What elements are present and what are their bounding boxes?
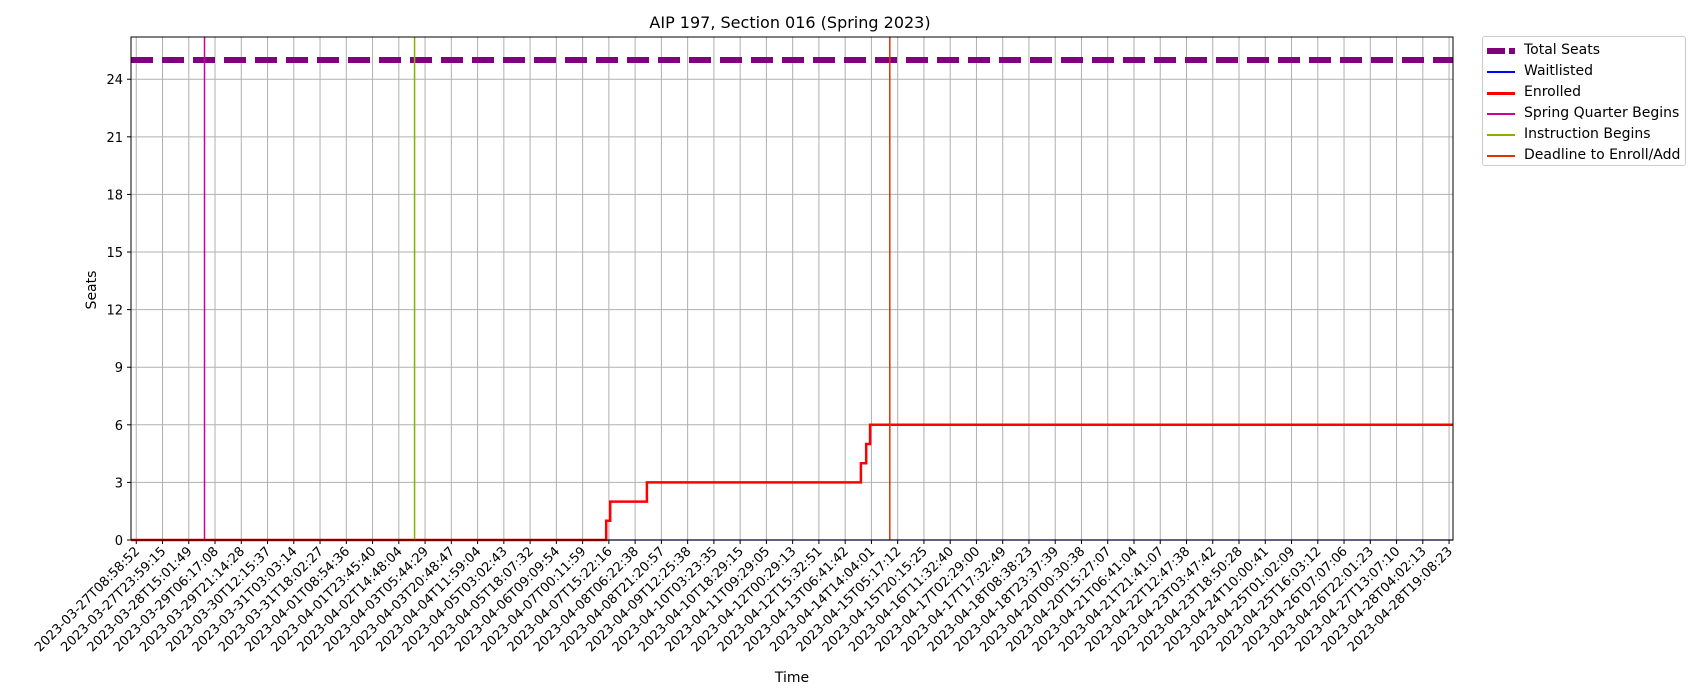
legend-item: Deadline to Enroll/Add (1483, 146, 1685, 166)
legend-swatch (1487, 91, 1515, 95)
y-tick-label: 3 (115, 476, 123, 491)
y-tick-label: 6 (115, 419, 123, 434)
legend-item: Enrolled (1483, 83, 1685, 103)
y-tick-label: 24 (106, 73, 123, 88)
y-tick-label: 21 (106, 131, 123, 146)
plot-frame (130, 36, 1454, 541)
legend-label: Spring Quarter Begins (1524, 105, 1680, 121)
legend-item: Waitlisted (1483, 62, 1685, 82)
y-axis-label: Seats (84, 271, 100, 310)
legend-swatch (1487, 155, 1515, 157)
y-tick-label: 9 (115, 361, 123, 376)
legend-item: Spring Quarter Begins (1483, 104, 1685, 124)
legend-label: Enrolled (1524, 84, 1582, 100)
legend-item: Total Seats (1483, 41, 1685, 61)
legend-label: Deadline to Enroll/Add (1524, 147, 1681, 163)
legend-swatch (1487, 71, 1515, 73)
legend-label: Waitlisted (1524, 63, 1593, 79)
x-axis-ticks: 2023-03-27T08:58:522023-03-27T23:59:1520… (32, 540, 1456, 655)
y-axis-ticks: 0 3 6 9 12 15 18 21 24 (106, 73, 131, 549)
legend-label: Total Seats (1524, 42, 1601, 58)
legend-label: Instruction Begins (1524, 126, 1651, 142)
y-tick-label: 0 (115, 534, 123, 549)
y-tick-label: 18 (106, 188, 123, 203)
y-tick-label: 15 (106, 246, 123, 261)
series-line-enrolled (131, 423, 1453, 542)
legend-swatch (1487, 134, 1515, 136)
grid (131, 37, 1453, 541)
x-axis-label: Time (774, 670, 809, 686)
plot-lines (131, 37, 1453, 542)
legend-swatch (1487, 113, 1515, 115)
legend-swatch (1487, 48, 1515, 54)
legend: Total Seats Waitlisted Enrolled Spring Quar… (1482, 36, 1686, 166)
chart-title: AIP 197, Section 016 (Spring 2023) (649, 13, 930, 32)
legend-item: Instruction Begins (1483, 125, 1685, 145)
y-tick-label: 12 (106, 304, 123, 319)
